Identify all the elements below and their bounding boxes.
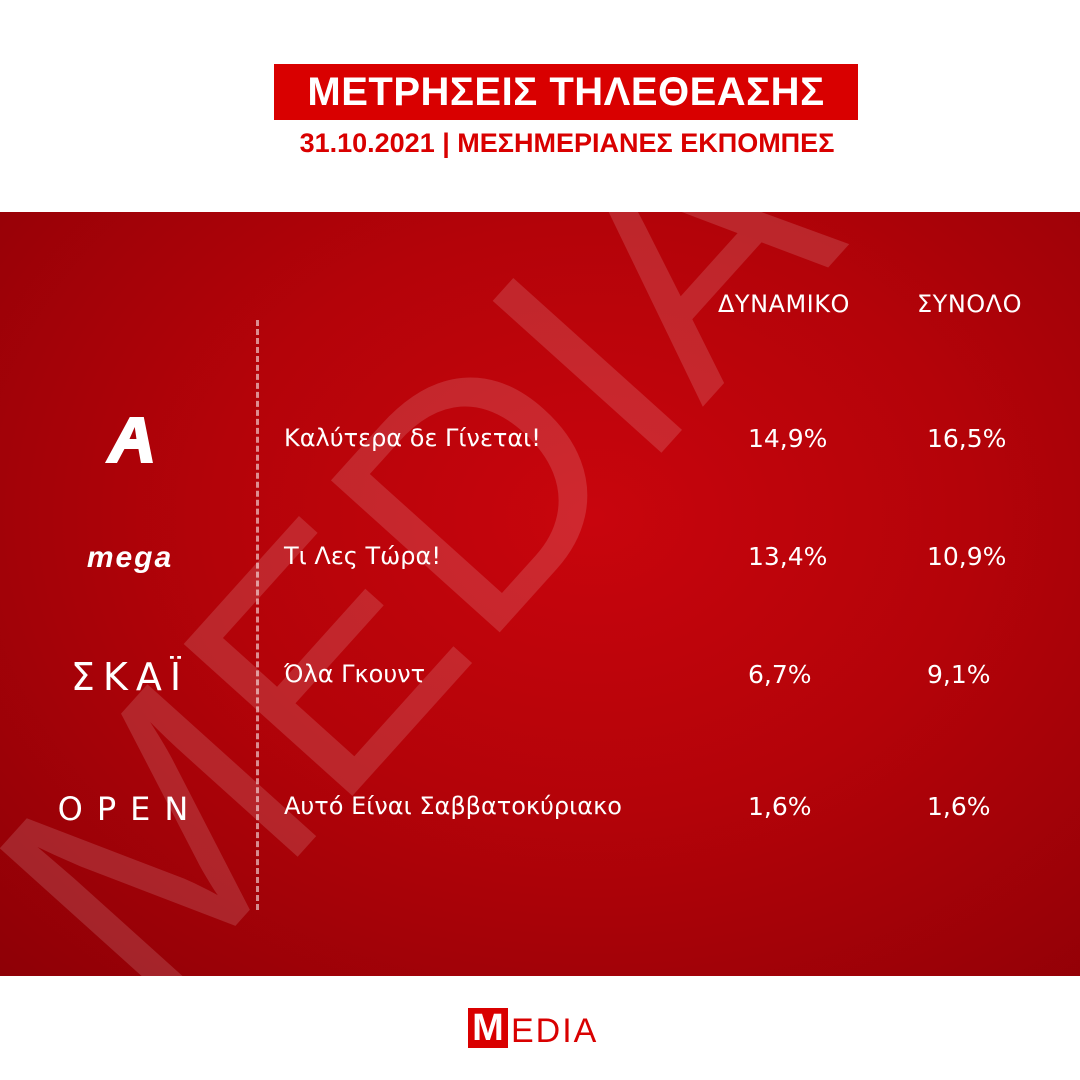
total-value: 10,9% <box>927 542 1007 571</box>
mega-logo: mega <box>50 528 210 588</box>
skai-logo: ΣΚΑΪ <box>50 646 210 706</box>
page-subtitle: 31.10.2021 | ΜΕΣΗΜΕΡΙΑΝΕΣ ΕΚΠΟΜΠΕΣ <box>299 128 835 158</box>
svg-text:MEDIA: MEDIA <box>0 212 903 976</box>
svg-text:ΣΚΑΪ: ΣΚΑΪ <box>71 656 189 696</box>
media-logo: M EDIA <box>468 1008 598 1048</box>
column-header-dynamic: ΔΥΝΑΜΙΚΟ <box>718 290 850 318</box>
total-value: 9,1% <box>927 660 991 689</box>
table-row: ΣΚΑΪ Όλα Γκουντ 6,7% 9,1% <box>0 646 1080 706</box>
dynamic-value: 13,4% <box>748 542 828 571</box>
show-name: Όλα Γκουντ <box>284 660 426 688</box>
total-value: 16,5% <box>927 424 1007 453</box>
media-logo-rest: EDIA <box>511 1012 599 1050</box>
table-row: Καλύτερα δε Γίνεται! 14,9% 16,5% <box>0 410 1080 470</box>
column-header-total: ΣΥΝΟΛΟ <box>917 290 1022 318</box>
table-row: OPEN Αυτό Είναι Σαββατοκύριακο 1,6% 1,6% <box>0 778 1080 838</box>
alpha-logo <box>50 410 210 470</box>
title-text: ΜΕΤΡΗΣΕΙΣ ΤΗΛΕΘΕΑΣΗΣ <box>307 69 825 114</box>
open-logo: OPEN <box>50 778 210 838</box>
media-logo-initial: M <box>468 1008 508 1048</box>
ratings-panel: MEDIA ΔΥΝΑΜΙΚΟ ΣΥΝΟΛΟ Καλύτερα δε Γίνετα… <box>0 212 1080 976</box>
dynamic-value: 6,7% <box>748 660 812 689</box>
svg-text:mega: mega <box>87 543 173 573</box>
show-name: Τι Λες Τώρα! <box>284 542 441 570</box>
media-watermark: MEDIA <box>0 212 903 976</box>
total-value: 1,6% <box>927 792 991 821</box>
show-name: Καλύτερα δε Γίνεται! <box>284 424 541 452</box>
dynamic-value: 1,6% <box>748 792 812 821</box>
table-row: mega Τι Λες Τώρα! 13,4% 10,9% <box>0 528 1080 588</box>
svg-text:OPEN: OPEN <box>58 791 203 825</box>
show-name: Αυτό Είναι Σαββατοκύριακο <box>284 792 622 820</box>
dynamic-value: 14,9% <box>748 424 828 453</box>
page-title: ΜΕΤΡΗΣΕΙΣ ΤΗΛΕΘΕΑΣΗΣ <box>274 64 858 120</box>
dashed-divider <box>256 320 259 910</box>
